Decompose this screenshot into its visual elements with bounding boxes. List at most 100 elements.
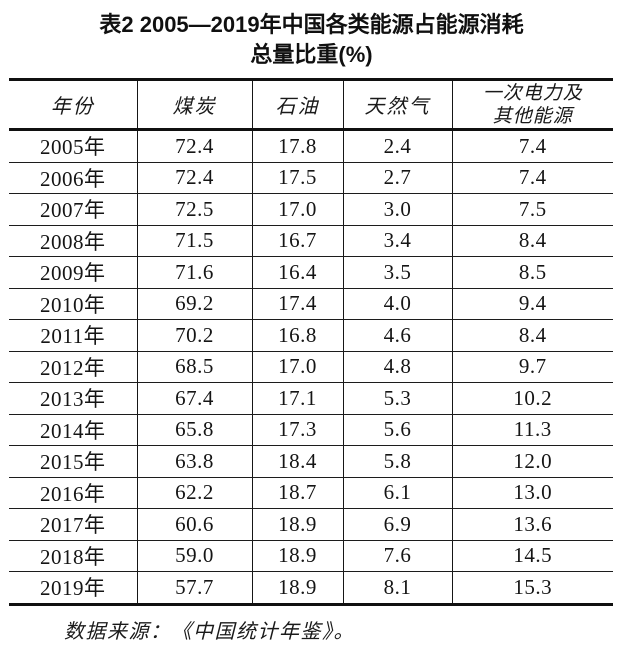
table-title-line1: 表2 2005—2019年中国各类能源占能源消耗 bbox=[99, 12, 524, 37]
table-row: 2012年 68.5 17.0 4.8 9.7 bbox=[9, 351, 613, 383]
value-cell: 4.8 bbox=[342, 351, 452, 383]
year-cell: 2014年 bbox=[9, 414, 137, 446]
column-header-natural-gas: 天然气 bbox=[342, 79, 452, 131]
value-cell: 7.4 bbox=[451, 162, 613, 194]
year-cell: 2019年 bbox=[40, 576, 106, 601]
value-cell: 17.3 bbox=[251, 414, 343, 446]
value-cell: 70.2 bbox=[136, 319, 252, 352]
value-cell: 5.6 bbox=[342, 414, 452, 446]
value-cell: 72.4 bbox=[136, 162, 252, 194]
value-cell: 71.5 bbox=[136, 225, 252, 257]
value-cell: 9.7 bbox=[451, 351, 613, 383]
value-cell: 17.1 bbox=[251, 382, 343, 415]
value-cell: 8.4 bbox=[451, 319, 613, 352]
value-cell: 65.8 bbox=[136, 414, 252, 446]
table-row: 2008年 71.5 16.7 3.4 8.4 bbox=[9, 225, 613, 257]
year-cell: 2013年 bbox=[9, 382, 137, 415]
value-cell: 16.4 bbox=[251, 256, 343, 289]
table-header-row: 年份 煤炭 石油 天然气 一次电力及 其他能源 bbox=[9, 79, 613, 131]
value-cell: 2.4 bbox=[342, 129, 452, 163]
value-cell: 4.0 bbox=[342, 288, 452, 320]
value-cell: 18.4 bbox=[251, 445, 343, 478]
value-cell: 3.0 bbox=[342, 193, 452, 226]
value-cell: 7.6 bbox=[342, 540, 452, 572]
table-row: 2005年 72.4 17.8 2.4 7.4 bbox=[9, 129, 613, 163]
table-row: 2010年 69.2 17.4 4.0 9.4 bbox=[9, 288, 613, 320]
value-cell: 17.0 bbox=[251, 193, 343, 226]
year-cell: 2015年 bbox=[9, 445, 137, 478]
value-cell: 18.9 bbox=[251, 571, 343, 604]
value-cell: 6.1 bbox=[342, 477, 452, 509]
column-header-year: 年份 bbox=[9, 79, 137, 131]
table-row: 2016年 62.2 18.7 6.1 13.0 bbox=[9, 477, 613, 509]
value-cell: 8.1 bbox=[342, 571, 452, 604]
value-cell: 7.5 bbox=[451, 193, 613, 226]
year-cell: 2016年 bbox=[9, 477, 137, 509]
value-cell: 10.2 bbox=[451, 382, 613, 415]
table-row: 2007年 72.5 17.0 3.0 7.5 bbox=[9, 193, 613, 226]
table-row: 2009年 71.6 16.4 3.5 8.5 bbox=[9, 256, 613, 289]
value-cell: 5.8 bbox=[342, 445, 452, 478]
table-row: 2015年 63.8 18.4 5.8 12.0 bbox=[9, 445, 613, 478]
value-cell: 16.8 bbox=[251, 319, 343, 352]
value-cell: 15.3 bbox=[451, 571, 613, 604]
table-title: 表2 2005—2019年中国各类能源占能源消耗 总量比重(%) bbox=[0, 0, 623, 70]
value-cell: 5.3 bbox=[342, 382, 452, 415]
value-cell: 59.0 bbox=[136, 540, 252, 572]
value-cell: 8.4 bbox=[451, 225, 613, 257]
column-header-coal: 煤炭 bbox=[136, 79, 252, 131]
value-cell: 4.6 bbox=[342, 319, 452, 352]
table-row: 2019年 57.7 18.9 8.1 15.3 bbox=[9, 571, 613, 604]
value-cell: 62.2 bbox=[136, 477, 252, 509]
energy-share-table: 年份 煤炭 石油 天然气 一次电力及 其他能源 2005年 72.4 17.8 2.4… bbox=[9, 78, 613, 606]
year-cell: 2009年 bbox=[9, 256, 137, 289]
column-header-primary-electricity: 一次电力及 其他能源 bbox=[451, 79, 613, 131]
value-cell: 12.0 bbox=[451, 445, 613, 478]
year-cell: 2010年 bbox=[9, 288, 137, 320]
value-cell: 17.0 bbox=[251, 351, 343, 383]
value-cell: 2.7 bbox=[342, 162, 452, 194]
value-cell: 68.5 bbox=[136, 351, 252, 383]
year-cell: 2005年 bbox=[9, 129, 137, 163]
table-row: 2013年 67.4 17.1 5.3 10.2 bbox=[9, 382, 613, 415]
column-header-oil: 石油 bbox=[251, 79, 343, 131]
value-cell: 71.6 bbox=[136, 256, 252, 289]
value-cell: 63.8 bbox=[136, 445, 252, 478]
value-cell: 3.4 bbox=[342, 225, 452, 257]
year-cell: 2017年 bbox=[9, 508, 137, 541]
table-row: 2006年 72.4 17.5 2.7 7.4 bbox=[9, 162, 613, 194]
value-cell: 57.7 bbox=[136, 571, 252, 604]
table-row: 2014年 65.8 17.3 5.6 11.3 bbox=[9, 414, 613, 446]
table-row: 2018年 59.0 18.9 7.6 14.5 bbox=[9, 540, 613, 572]
value-cell: 67.4 bbox=[136, 382, 252, 415]
year-cell: 2008年 bbox=[9, 225, 137, 257]
value-cell: 72.4 bbox=[136, 129, 252, 163]
value-cell: 8.5 bbox=[451, 256, 613, 289]
year-cell: 2012年 bbox=[9, 351, 137, 383]
table-row: 2011年 70.2 16.8 4.6 8.4 bbox=[9, 319, 613, 352]
year-cell: 2018年 bbox=[9, 540, 137, 572]
value-cell: 9.4 bbox=[451, 288, 613, 320]
table-body: 2005年 72.4 17.8 2.4 7.4 2006年 72.4 17.5 2.7 7.4 20… bbox=[9, 129, 613, 604]
value-cell: 17.5 bbox=[251, 162, 343, 194]
year-cell: 2007年 bbox=[9, 193, 137, 226]
table-title-line2: 总量比重(%) bbox=[250, 42, 373, 67]
value-cell: 13.0 bbox=[451, 477, 613, 509]
year-cell: 2011年 bbox=[9, 319, 137, 352]
value-cell: 18.9 bbox=[251, 508, 343, 541]
value-cell: 18.9 bbox=[251, 540, 343, 572]
value-cell: 17.4 bbox=[251, 288, 343, 320]
data-source-note: 数据来源：《中国统计年鉴》。 bbox=[64, 620, 355, 643]
value-cell: 18.7 bbox=[251, 477, 343, 509]
value-cell: 3.5 bbox=[342, 256, 452, 289]
value-cell: 14.5 bbox=[451, 540, 613, 572]
table-row: 2017年 60.6 18.9 6.9 13.6 bbox=[9, 508, 613, 541]
value-cell: 72.5 bbox=[136, 193, 252, 226]
value-cell: 16.7 bbox=[251, 225, 343, 257]
value-cell: 60.6 bbox=[136, 508, 252, 541]
year-cell: 2006年 bbox=[9, 162, 137, 194]
value-cell: 13.6 bbox=[451, 508, 613, 541]
value-cell: 7.4 bbox=[451, 129, 613, 163]
value-cell: 11.3 bbox=[451, 414, 613, 446]
